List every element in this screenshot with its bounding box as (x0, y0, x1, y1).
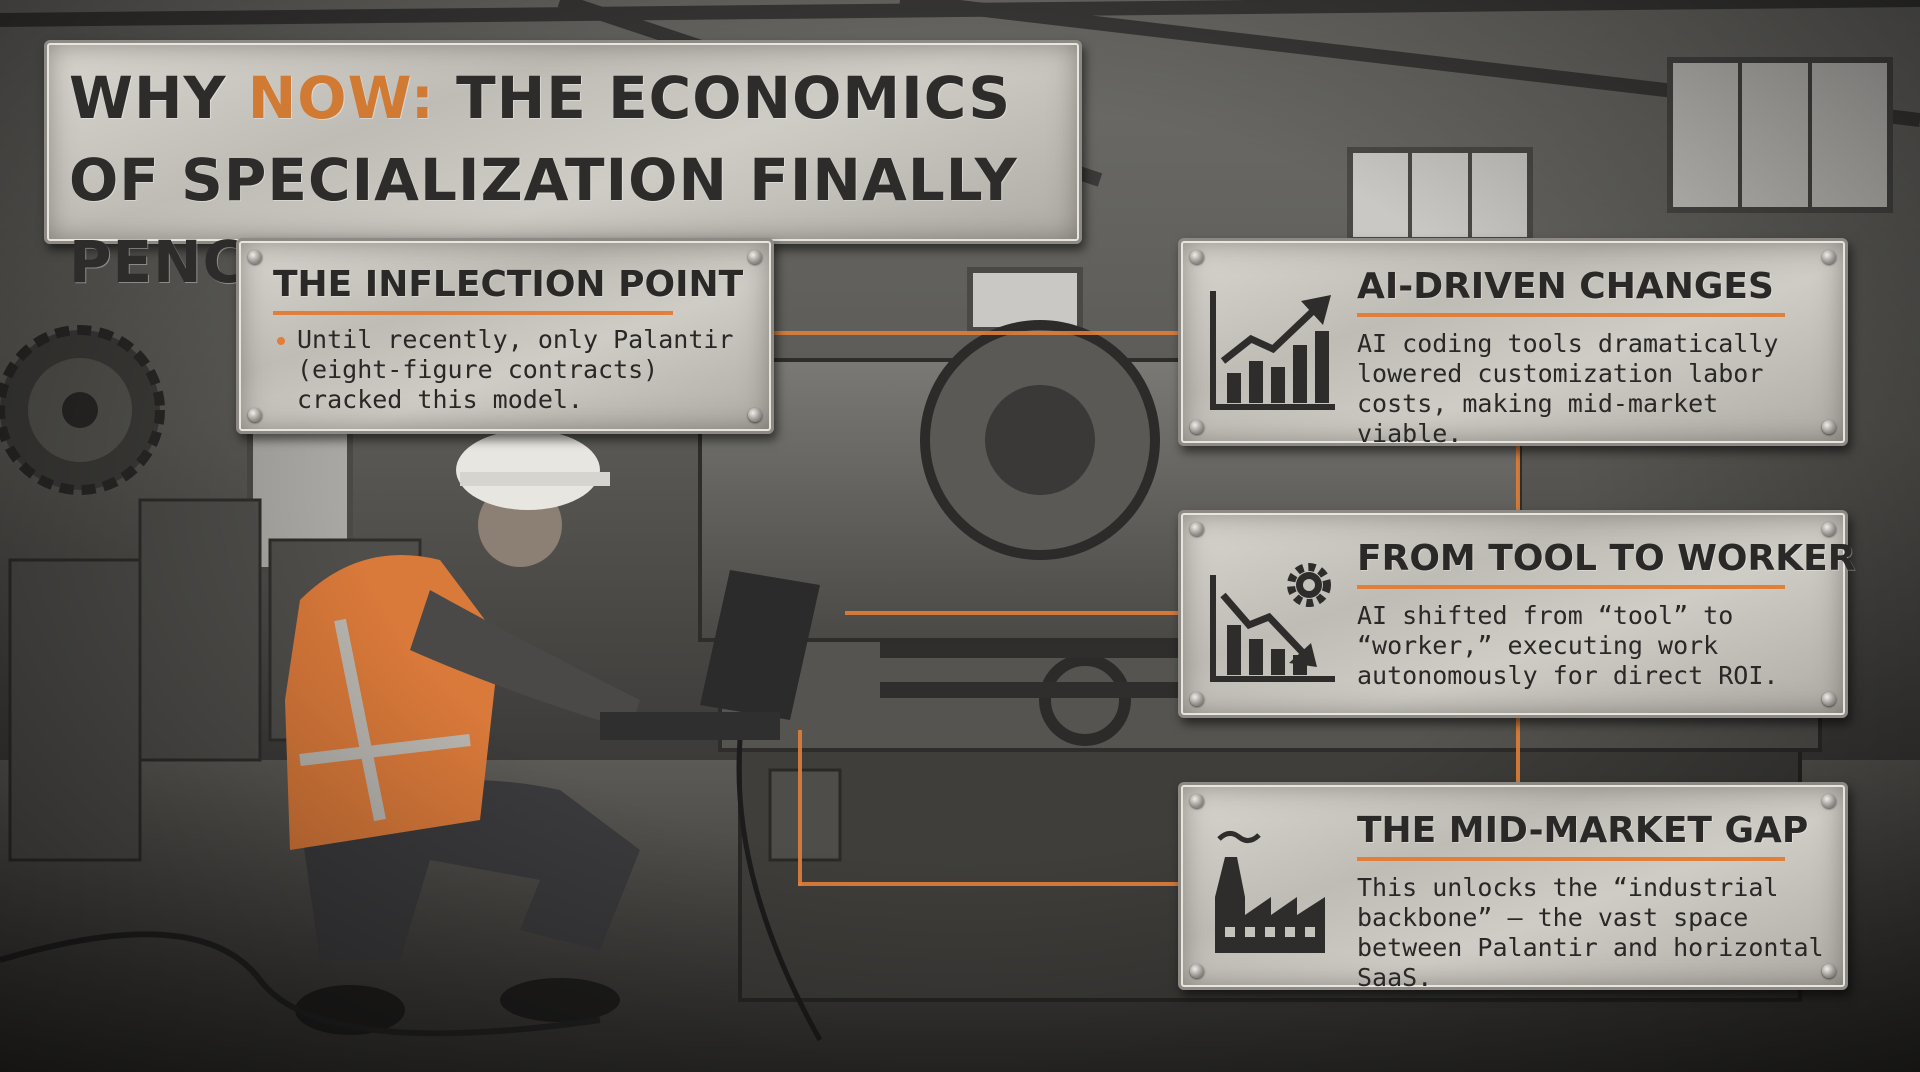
card-heading: THE MID-MARKET GAP (1357, 810, 1809, 851)
connector-line (798, 882, 1178, 886)
rivet-icon (248, 408, 262, 422)
rivet-icon (1822, 794, 1836, 808)
heading-underline (273, 311, 673, 315)
rivet-icon (748, 250, 762, 264)
rising-bar-chart-icon (1210, 291, 1335, 410)
rivet-icon (1822, 420, 1836, 434)
card-body-text: Until recently, only Palantir (eight-fig… (297, 325, 734, 414)
title-prefix: WHY (69, 64, 248, 132)
page-title: WHY NOW: THE ECONOMICS OF SPECIALIZATION… (69, 57, 1059, 303)
card-body-text: AI shifted from “tool” to “worker,” exec… (1357, 601, 1779, 690)
card-body-text: This unlocks the “industrial backbone” —… (1357, 873, 1824, 992)
rivet-icon (1190, 420, 1204, 434)
heading-underline (1357, 857, 1785, 861)
card-body-text: AI coding tools dramatically lowered cus… (1357, 329, 1779, 448)
bullet-icon (277, 337, 285, 345)
card-heading: THE INFLECTION POINT (273, 264, 744, 305)
rivet-icon (1190, 794, 1204, 808)
connector-line (845, 611, 1178, 615)
title-accent-word: NOW: (247, 64, 435, 132)
rivet-icon (248, 250, 262, 264)
title-plate: WHY NOW: THE ECONOMICS OF SPECIALIZATION… (44, 40, 1082, 296)
rivet-icon (748, 408, 762, 422)
title-rest: THE ECONOMICS OF SPECIALIZATION FINALLY … (69, 64, 1018, 296)
connector-line (1516, 712, 1520, 784)
rivet-icon (1190, 692, 1204, 706)
rivet-icon (1190, 964, 1204, 978)
rivet-icon (1822, 522, 1836, 536)
factory-icon (1215, 831, 1325, 953)
declining-chart-gear-icon (1210, 563, 1335, 682)
card-mid-market-gap: THE MID-MARKET GAP This unlocks the “ind… (1178, 782, 1848, 992)
rivet-icon (1190, 522, 1204, 536)
card-heading: AI-DRIVEN CHANGES (1357, 266, 1774, 307)
heading-underline (1357, 313, 1785, 317)
rivet-icon (1822, 964, 1836, 978)
connector-line (798, 730, 802, 886)
rivet-icon (1190, 250, 1204, 264)
large-gear (0, 325, 165, 495)
rivet-icon (1822, 692, 1836, 706)
card-inflection-point: THE INFLECTION POINT Until recently, onl… (236, 238, 774, 434)
rivet-icon (1822, 250, 1836, 264)
heading-underline (1357, 585, 1785, 589)
card-heading: FROM TOOL TO WORKER (1357, 538, 1856, 579)
card-tool-to-worker: FROM TOOL TO WORKER AI shifted from “too… (1178, 510, 1855, 718)
connector-line (1516, 440, 1520, 512)
card-ai-driven-changes: AI-DRIVEN CHANGES AI coding tools dramat… (1178, 238, 1848, 448)
connector-line (768, 331, 1178, 335)
